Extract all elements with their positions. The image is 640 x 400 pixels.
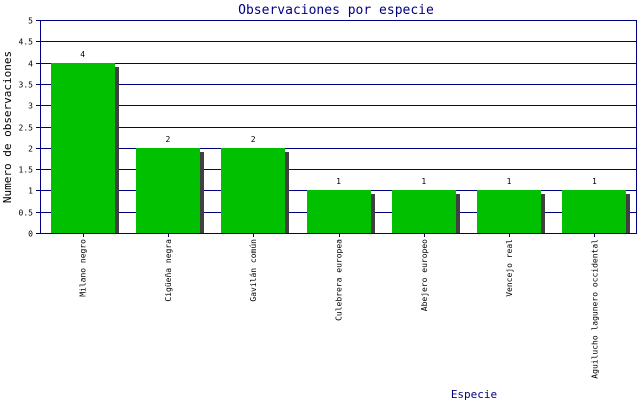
bars-group: 4 2 2 1 1 1 1	[51, 50, 630, 233]
x-axis-label: Especie	[451, 388, 497, 400]
data-label: 1	[421, 177, 426, 186]
data-label: 1	[507, 177, 512, 186]
y-tick-label: 2	[28, 145, 33, 154]
y-tick-labels: 0 0.5 1 1.5 2 2.5 3 3.5 4 4.5 5	[19, 17, 34, 239]
y-tick-label: 0.5	[19, 209, 34, 218]
y-tick-label: 4	[28, 60, 33, 69]
data-label: 2	[166, 135, 171, 144]
data-label: 4	[80, 50, 85, 59]
y-tick-label: 4.5	[19, 38, 34, 47]
data-label: 1	[336, 177, 341, 186]
bar	[221, 148, 285, 233]
y-axis-label: Numero de observaciones	[1, 51, 14, 203]
y-tick-label: 0	[28, 230, 33, 239]
bar	[51, 63, 115, 233]
y-tick-label: 3.5	[19, 81, 34, 90]
x-tick-label: Gavilán común	[249, 239, 258, 302]
bar	[477, 190, 541, 233]
x-tick-label: Milano negro	[79, 239, 88, 297]
y-tick-label: 2.5	[19, 124, 34, 133]
bar	[562, 190, 626, 233]
x-tick-label: Vencejo real	[505, 239, 514, 297]
chart-title: Observaciones por especie	[238, 3, 434, 18]
bar	[307, 190, 371, 233]
axes	[36, 20, 637, 237]
data-label: 1	[592, 177, 597, 186]
x-tick-label: Culebrera europea	[335, 239, 344, 321]
x-tick-label: Aguilucho lagunero occidental	[590, 239, 599, 379]
data-label: 2	[251, 135, 256, 144]
y-tick-label: 1.5	[19, 166, 34, 175]
bar	[136, 148, 200, 233]
bar	[392, 190, 456, 233]
x-tick-label: Cigüeña negra	[164, 239, 173, 302]
y-tick-label: 3	[28, 102, 33, 111]
y-tick-label: 1	[28, 187, 33, 196]
y-tick-label: 5	[28, 17, 33, 26]
x-tick-labels: Milano negro Cigüeña negra Gavilán común Cu…	[79, 239, 600, 379]
x-tick-label: Abejero europeo	[420, 239, 429, 311]
